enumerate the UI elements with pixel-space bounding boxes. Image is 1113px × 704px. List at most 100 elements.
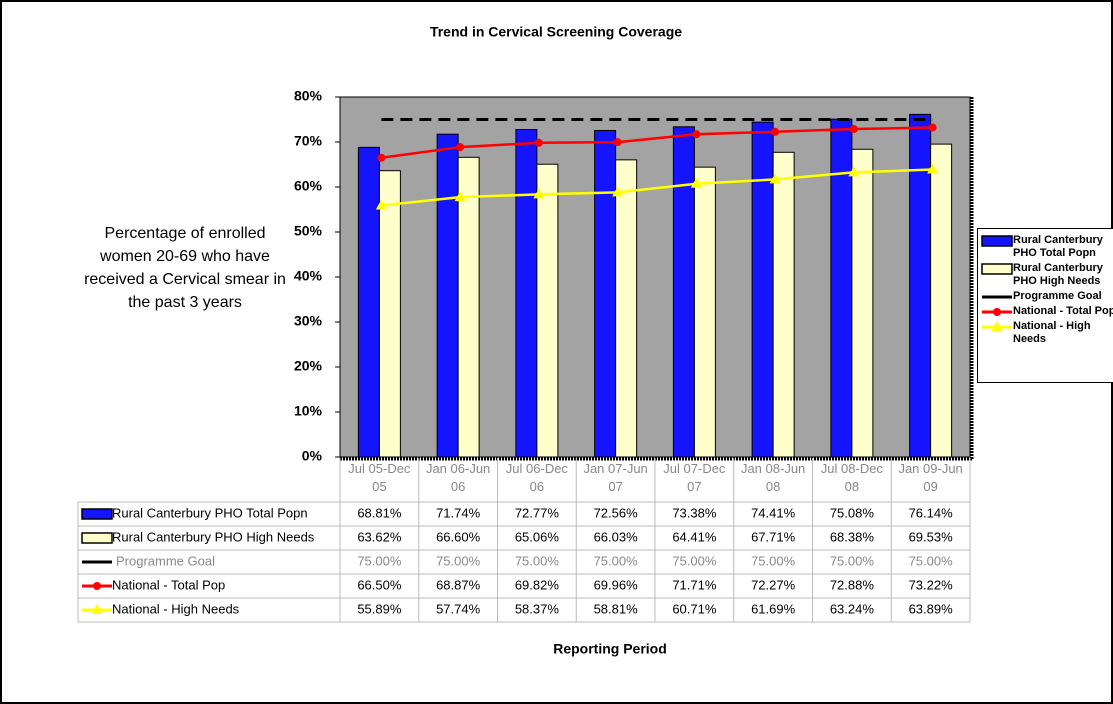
x-tick-label: Jul 06-Dec 06 <box>505 461 568 494</box>
table-cell: 64.41% <box>672 529 717 544</box>
table-row-label: National - Total Pop <box>112 577 225 592</box>
table-cell: 60.71% <box>672 601 717 616</box>
x-tick-label: Jan 07-Jun 07 <box>583 461 648 494</box>
table-cell: 63.62% <box>357 529 402 544</box>
table-cell: 58.81% <box>594 601 639 616</box>
legend-item: Programme Goal <box>981 290 1113 303</box>
table-cell: 75.00% <box>909 553 954 568</box>
table-cell: 75.00% <box>357 553 402 568</box>
line-marker <box>692 130 701 139</box>
table-cell: 69.96% <box>594 577 639 592</box>
x-tick-label: Jan 08-Jun 08 <box>740 461 806 494</box>
table-cell: 72.27% <box>751 577 796 592</box>
line-series <box>381 126 933 159</box>
bar <box>930 143 953 458</box>
y-tick-label: 0% <box>302 448 323 464</box>
y-tick-label: 40% <box>294 268 323 284</box>
table-cell: 58.37% <box>515 601 560 616</box>
legend-key-marker <box>991 321 1003 331</box>
table-cell: 66.60% <box>436 529 481 544</box>
bar <box>772 151 795 458</box>
bar <box>615 159 638 458</box>
y-tick-label: 80% <box>294 88 323 104</box>
y-tick-label: 70% <box>294 133 323 149</box>
table-cell: 63.24% <box>830 601 875 616</box>
chart-title: Trend in Cervical Screening Coverage <box>430 24 682 40</box>
legend-label: National - High Needs <box>1013 320 1091 345</box>
legend-key-marker <box>91 604 103 614</box>
line-marker <box>769 173 781 184</box>
line-marker <box>375 199 387 210</box>
table-cell: 75.00% <box>594 553 639 568</box>
line-marker <box>377 153 386 162</box>
x-axis-label: Reporting Period <box>553 641 667 657</box>
legend-item: National - High Needs <box>981 320 1113 346</box>
bar <box>357 146 380 458</box>
bar <box>751 121 774 458</box>
line-marker <box>533 188 545 199</box>
table-cell: 71.74% <box>436 505 481 520</box>
legend-label: National - Total Pop <box>1013 305 1113 317</box>
y-tick-label: 50% <box>294 223 323 239</box>
line-marker <box>928 123 937 132</box>
x-tick-label: Jul 08-Dec 08 <box>820 461 883 494</box>
table-cell: 76.14% <box>909 505 954 520</box>
table-row-label: National - High Needs <box>112 601 240 616</box>
table-cell: 73.38% <box>672 505 717 520</box>
table-cell: 67.71% <box>751 529 796 544</box>
bar <box>378 170 401 458</box>
bar <box>830 118 853 458</box>
legend-key <box>81 508 113 520</box>
bar <box>536 163 559 458</box>
bar <box>515 129 538 458</box>
table-cell: 75.00% <box>515 553 560 568</box>
legend-key <box>981 263 1013 275</box>
legend-label: Rural Canterbury PHO Total Popn <box>1013 234 1103 259</box>
x-tick-label: Jul 07-Dec 07 <box>663 461 726 494</box>
line-marker <box>612 186 624 197</box>
legend-label: Programme Goal <box>1013 290 1102 302</box>
legend-label: Rural Canterbury PHO High Needs <box>1013 262 1103 287</box>
x-tick-label: Jul 05-Dec 05 <box>348 461 411 494</box>
table-cell: 68.87% <box>436 577 481 592</box>
legend-item: National - Total Pop <box>981 305 1113 318</box>
bar <box>909 113 932 458</box>
bar <box>436 133 459 458</box>
line-marker <box>690 177 702 188</box>
x-tick-label: Jan 06-Jun 06 <box>425 461 491 494</box>
table-cell: 72.77% <box>515 505 560 520</box>
table-cell: 65.06% <box>515 529 560 544</box>
legend-key-box <box>982 321 1012 331</box>
bar <box>457 156 480 458</box>
table-cell: 75.08% <box>830 505 875 520</box>
table-row-label: Rural Canterbury PHO High Needs <box>112 529 315 544</box>
x-tick-label: Jan 09-Jun 09 <box>898 461 963 494</box>
y-axis-label: Percentage of enrolled women 20-69 who h… <box>84 225 286 311</box>
table-cell: 75.00% <box>830 553 875 568</box>
line-marker <box>927 163 939 174</box>
bar <box>594 129 617 458</box>
table-cell: 69.53% <box>909 529 954 544</box>
y-tick-label: 30% <box>294 313 323 329</box>
legend-item: Rural Canterbury PHO Total Popn <box>981 234 1113 260</box>
table-cell: 68.81% <box>357 505 402 520</box>
table-cell: 55.89% <box>357 601 402 616</box>
y-tick-label: 60% <box>294 178 323 194</box>
legend-item: Rural Canterbury PHO High Needs <box>981 262 1113 288</box>
table-cell: 57.74% <box>436 601 481 616</box>
table-cell: 63.89% <box>909 601 954 616</box>
line-marker <box>771 127 780 136</box>
table-cell: 61.69% <box>751 601 796 616</box>
line-marker <box>613 138 622 147</box>
line-marker <box>534 138 543 147</box>
legend-key-marker <box>993 308 1001 316</box>
table-cell: 75.00% <box>751 553 796 568</box>
legend-key <box>981 235 1013 247</box>
legend-key-box <box>981 235 1013 247</box>
table-cell: 66.50% <box>357 577 402 592</box>
table-cell: 72.56% <box>594 505 639 520</box>
table-row-label: Rural Canterbury PHO Total Popn <box>112 505 308 520</box>
table-cell: 73.22% <box>909 577 954 592</box>
